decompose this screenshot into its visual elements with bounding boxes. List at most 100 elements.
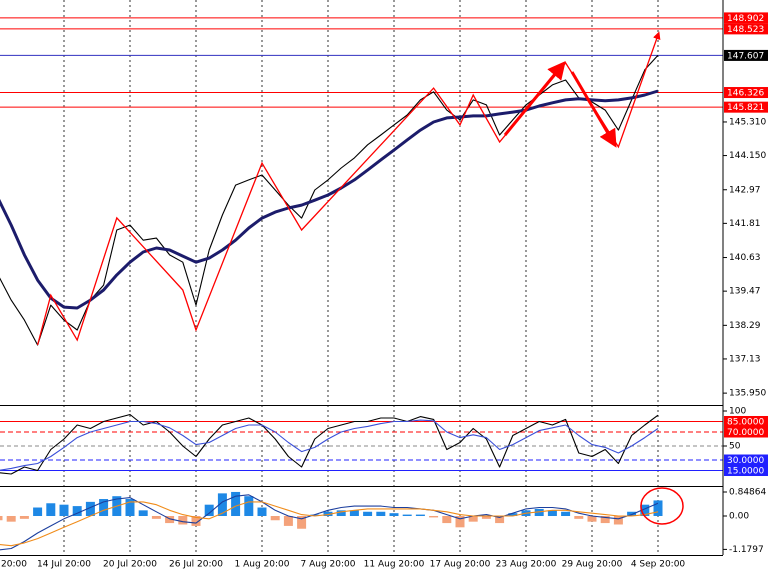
histogram-bar [376, 511, 386, 517]
histogram-bar [640, 504, 650, 517]
series-line [0, 501, 659, 547]
histogram-bar [534, 508, 544, 517]
series-line [0, 413, 659, 475]
histogram-bar [574, 516, 584, 519]
histogram-bar [547, 510, 557, 517]
level-label-box [724, 87, 768, 99]
histogram-bar [244, 496, 254, 517]
histogram-bar [415, 514, 425, 517]
histogram-bar [653, 500, 663, 517]
y-tick-label: 138.29 [729, 321, 761, 331]
histogram-bar [99, 499, 109, 517]
x-tick-label: 20:00 [1, 560, 27, 570]
histogram-bar [561, 511, 571, 517]
level-label: 148.902 [727, 14, 764, 24]
histogram-bar [125, 499, 135, 517]
x-tick-label: 1 Aug 20:00 [235, 560, 290, 570]
histogram-bar [151, 516, 161, 519]
level-label: 15.0000 [727, 467, 764, 477]
level-label-box [724, 426, 768, 438]
histogram-bar [178, 516, 188, 525]
histogram-bar [6, 516, 16, 522]
histogram-bar [165, 516, 175, 524]
level-label: 85.0000 [727, 417, 764, 427]
y-tick-label: 50 [729, 442, 741, 452]
histogram-bar [429, 516, 439, 518]
histogram-bar [468, 516, 478, 522]
y-tick-label: 142.97 [729, 185, 761, 195]
series-line [0, 89, 659, 310]
histogram-bar [191, 516, 201, 526]
y-tick-label: 145.310 [729, 117, 766, 127]
histogram-bar [349, 510, 359, 517]
x-tick-label: 23 Aug 20:00 [496, 560, 557, 570]
histogram-bar [481, 516, 491, 519]
axis-area: 145.310 144.150 142.97 141.81 140.63 139.47 13… [723, 12, 768, 555]
histogram-bar [85, 501, 95, 517]
histogram-bar [389, 513, 399, 517]
histogram-bar [323, 511, 333, 517]
histogram-bar [59, 504, 69, 517]
histogram-bar [336, 510, 346, 517]
level-label-box [724, 12, 768, 24]
y-tick-label: 140.63 [729, 253, 761, 263]
histogram-bar [587, 516, 597, 522]
y-tick-label: 141.81 [729, 219, 761, 229]
histogram-bar [217, 493, 227, 517]
level-label: 147.607 [727, 51, 764, 61]
series-line [0, 494, 659, 551]
level-label-box [724, 23, 768, 35]
level-label-box [724, 49, 768, 61]
histogram-bar [455, 516, 465, 528]
x-tick-label: 7 Aug 20:00 [301, 560, 356, 570]
x-tick-label: 11 Aug 20:00 [364, 560, 425, 570]
y-tick-label: 0.84864 [729, 487, 766, 497]
histogram-bar [613, 516, 623, 525]
x-tick-label: 4 Sep 20:00 [631, 560, 686, 570]
histogram-bar [72, 506, 82, 517]
histogram-bar [270, 516, 280, 521]
histogram-bar [508, 513, 518, 517]
plot-area [0, 0, 723, 555]
level-label-box [724, 465, 768, 477]
y-tick-label: 100 [729, 406, 746, 416]
histogram-bar [310, 514, 320, 517]
level-label: 146.326 [727, 89, 764, 99]
y-tick-label: 135.950 [729, 389, 766, 399]
x-tick-label: 17 Aug 20:00 [430, 560, 491, 570]
level-label: 70.0000 [727, 428, 764, 438]
level-label: 145.821 [727, 103, 764, 113]
histogram-bar [231, 491, 241, 517]
y-tick-label: 137.13 [729, 354, 761, 364]
x-tick-label: 20 Jul 20:00 [103, 560, 157, 570]
series-line [0, 419, 659, 471]
histogram-bar [600, 516, 610, 524]
x-tick-label: 14 Jul 20:00 [37, 560, 91, 570]
histogram-bar [138, 510, 148, 517]
annotation-circle [640, 487, 684, 525]
histogram-bar [204, 504, 214, 517]
histogram-bar [442, 516, 452, 524]
annotation-arrow [503, 61, 566, 136]
histogram-bar [46, 503, 56, 517]
y-tick-label: -1.1797 [729, 545, 764, 555]
x-tick-label: 29 Aug 20:00 [562, 560, 623, 570]
histogram-bar [283, 516, 293, 526]
y-tick-label: 0.00 [729, 512, 749, 522]
histogram-bar [33, 507, 43, 517]
series-line [0, 54, 659, 346]
histogram-bar [0, 516, 3, 521]
level-label-box [724, 415, 768, 427]
histogram-bar [495, 516, 505, 524]
y-tick-label: 139.47 [729, 287, 761, 297]
histogram-bar [19, 516, 29, 519]
level-label-box [724, 101, 768, 113]
y-tick-label: 144.150 [729, 151, 766, 161]
level-label: 30.0000 [727, 456, 764, 466]
histogram-bar [297, 516, 307, 529]
level-label: 148.523 [727, 25, 764, 35]
x-tick-label: 26 Jul 20:00 [169, 560, 223, 570]
histogram-bar [402, 514, 412, 517]
